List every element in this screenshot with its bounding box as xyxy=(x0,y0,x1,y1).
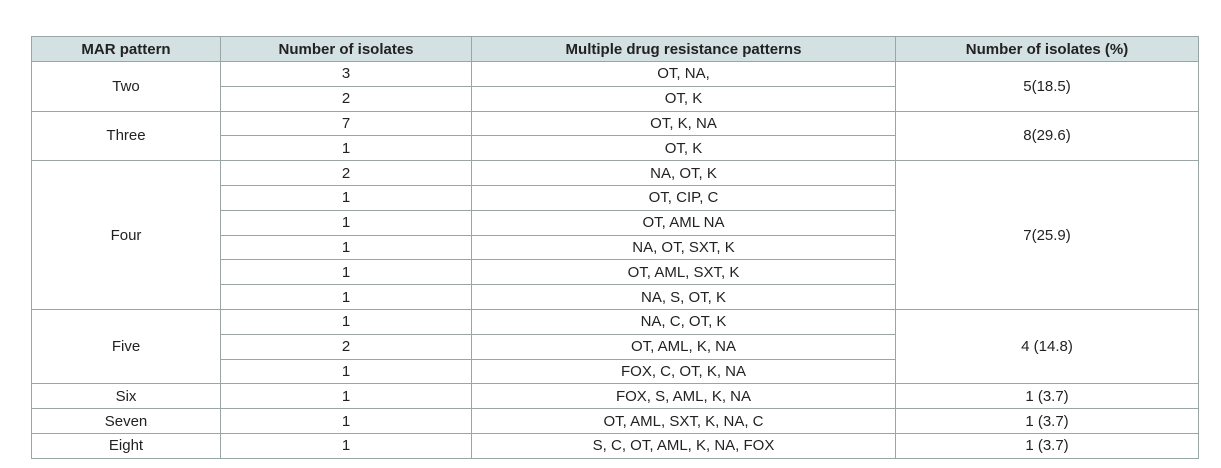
drug-pattern-cell: NA, C, OT, K xyxy=(471,308,896,335)
header-mar-pattern: MAR pattern xyxy=(31,36,221,62)
isolates-percent-cell: 1 (3.7) xyxy=(895,408,1199,434)
drug-pattern-cell: OT, AML, K, NA xyxy=(471,333,896,360)
isolates-percent-cell: 1 (3.7) xyxy=(895,383,1199,410)
header-drug-resistance-patterns: Multiple drug resistance patterns xyxy=(471,36,896,62)
isolates-count-cell: 2 xyxy=(220,85,472,112)
mar-pattern-cell: Five xyxy=(31,308,221,385)
isolates-percent-cell: 8(29.6) xyxy=(895,110,1199,162)
drug-pattern-cell: NA, OT, SXT, K xyxy=(471,234,896,261)
isolates-count-cell: 1 xyxy=(220,259,472,286)
isolates-count-cell: 2 xyxy=(220,160,472,186)
isolates-count-cell: 1 xyxy=(220,358,472,385)
mar-pattern-table: MAR pattern Number of isolates Multiple … xyxy=(31,36,1199,459)
table-row: Eight 1 S, C, OT, AML, K, NA, FOX 1 (3.7) xyxy=(31,432,1199,459)
drug-pattern-cell: OT, NA, xyxy=(471,61,896,87)
drug-pattern-cell: OT, CIP, C xyxy=(471,184,896,211)
mar-pattern-cell: Eight xyxy=(31,432,221,459)
drug-pattern-cell: OT, K xyxy=(471,135,896,162)
table-row: Three 7 OT, K, NA 8(29.6) xyxy=(31,110,1199,162)
drug-pattern-cell: OT, AML, SXT, K, NA, C xyxy=(471,408,896,434)
isolates-count-cell: 1 xyxy=(220,308,472,335)
header-row: MAR pattern Number of isolates Multiple … xyxy=(31,36,1199,62)
table-row: Six 1 FOX, S, AML, K, NA 1 (3.7) xyxy=(31,383,1199,410)
isolates-count-cell: 1 xyxy=(220,184,472,211)
header-number-of-isolates: Number of isolates xyxy=(220,36,472,62)
table-row: 1 OT, AML, SXT, K xyxy=(32,259,1199,286)
drug-pattern-cell: OT, K xyxy=(471,85,896,112)
mar-pattern-cell: Three xyxy=(31,110,221,162)
table-row: 1 OT, AML NA xyxy=(32,209,1199,236)
table-body: Two 3 OT, NA, 5(18.5) 2 OT, K Three 7 OT, K, NA 8… xyxy=(31,61,1199,459)
mar-pattern-cell: Four xyxy=(31,160,221,310)
mar-pattern-cell: Seven xyxy=(31,408,221,434)
table-row: 1 FOX, C, OT, K, NA xyxy=(32,358,1199,385)
isolates-count-cell: 1 xyxy=(220,383,472,410)
isolates-count-cell: 1 xyxy=(220,284,472,310)
header-isolates-percent: Number of isolates (%) xyxy=(895,36,1199,62)
isolates-percent-cell: 5(18.5) xyxy=(895,61,1199,112)
mar-pattern-cell: Two xyxy=(31,61,221,112)
isolates-count-cell: 3 xyxy=(220,61,472,87)
table-row: 1 OT, K xyxy=(32,135,1199,162)
isolates-percent-cell: 1 (3.7) xyxy=(895,432,1199,459)
isolates-count-cell: 1 xyxy=(220,234,472,261)
isolates-count-cell: 2 xyxy=(220,333,472,360)
isolates-count-cell: 1 xyxy=(220,209,472,236)
table-row: 1 OT, CIP, C xyxy=(32,184,1199,211)
table-row: 2 OT, AML, K, NA xyxy=(32,333,1199,360)
drug-pattern-cell: OT, AML, SXT, K xyxy=(471,259,896,286)
isolates-percent-cell: 4 (14.8) xyxy=(895,308,1199,385)
isolates-percent-cell: 7(25.9) xyxy=(895,160,1199,310)
drug-pattern-cell: OT, AML NA xyxy=(471,209,896,236)
table-row: Four 2 NA, OT, K 7(25.9) xyxy=(31,160,1199,310)
isolates-count-cell: 7 xyxy=(220,110,472,137)
drug-pattern-cell: OT, K, NA xyxy=(471,110,896,137)
drug-pattern-cell: NA, S, OT, K xyxy=(471,284,896,310)
table-row: 1 NA, S, OT, K xyxy=(32,284,1199,310)
table-row: 1 NA, OT, SXT, K xyxy=(32,234,1199,261)
drug-pattern-cell: FOX, S, AML, K, NA xyxy=(471,383,896,410)
mar-pattern-cell: Six xyxy=(31,383,221,410)
table-row: Two 3 OT, NA, 5(18.5) xyxy=(31,61,1199,112)
drug-pattern-cell: S, C, OT, AML, K, NA, FOX xyxy=(471,432,896,459)
drug-pattern-cell: NA, OT, K xyxy=(471,160,896,186)
isolates-count-cell: 1 xyxy=(220,135,472,162)
isolates-count-cell: 1 xyxy=(220,408,472,434)
drug-pattern-cell: FOX, C, OT, K, NA xyxy=(471,358,896,385)
isolates-count-cell: 1 xyxy=(220,432,472,459)
